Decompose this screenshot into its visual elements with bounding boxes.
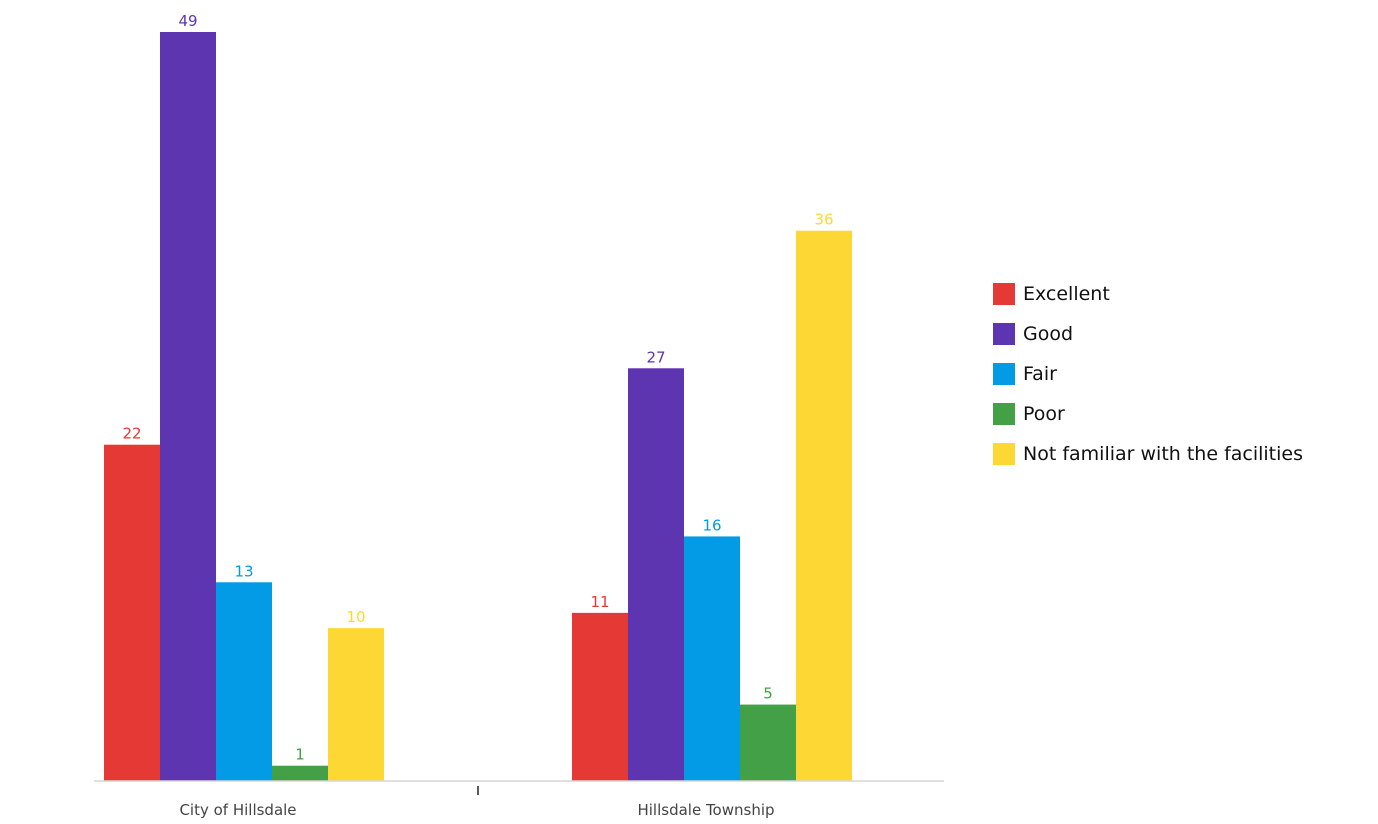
legend-swatch-fair: [993, 363, 1015, 385]
value-label-hillsdale-township-fair: 16: [702, 516, 721, 534]
legend: Excellent Good Fair Poor Not familiar wi…: [993, 274, 1303, 474]
bar-hillsdale-township-poor: [740, 704, 796, 781]
legend-item-poor: Poor: [993, 394, 1303, 434]
legend-swatch-not-familiar: [993, 443, 1015, 465]
bar-hillsdale-township-fair: [684, 536, 740, 781]
legend-swatch-good: [993, 323, 1015, 345]
value-label-hillsdale-township-good: 27: [646, 348, 665, 366]
legend-item-fair: Fair: [993, 354, 1303, 394]
bar-hillsdale-township-excellent: [572, 612, 628, 781]
bar-city-of-hillsdale-excellent: [104, 444, 160, 781]
bar-city-of-hillsdale-fair: [216, 582, 272, 781]
bar-city-of-hillsdale-not-familiar-with-the-facilities: [328, 628, 384, 781]
value-labels-layer: 22 49 13 1 10 11 27 16 5 36: [122, 12, 833, 764]
value-label-hillsdale-township-poor: 5: [763, 685, 773, 703]
value-label-city-of-hillsdale-fair: 13: [234, 562, 253, 580]
bar-hillsdale-township-good: [628, 368, 684, 781]
legend-item-excellent: Excellent: [993, 274, 1303, 314]
legend-label-fair: Fair: [1023, 363, 1057, 385]
legend-item-not-familiar: Not familiar with the facilities: [993, 434, 1303, 474]
x-tick-label-city-of-hillsdale: City of Hillsdale: [179, 801, 296, 819]
legend-label-not-familiar: Not familiar with the facilities: [1023, 443, 1303, 465]
value-label-city-of-hillsdale-good: 49: [178, 12, 197, 30]
legend-label-poor: Poor: [1023, 403, 1065, 425]
value-label-city-of-hillsdale-not-familiar-with-the-facilities: 10: [346, 608, 365, 626]
value-label-city-of-hillsdale-poor: 1: [295, 746, 305, 764]
value-label-hillsdale-township-not-familiar-with-the-facilities: 36: [814, 211, 833, 229]
value-label-city-of-hillsdale-excellent: 22: [122, 425, 141, 443]
bar-hillsdale-township-not-familiar-with-the-facilities: [796, 230, 852, 781]
value-label-hillsdale-township-excellent: 11: [590, 593, 609, 611]
bar-city-of-hillsdale-poor: [272, 765, 328, 781]
bars-layer: [104, 32, 852, 781]
legend-swatch-excellent: [993, 283, 1015, 305]
bar-city-of-hillsdale-good: [160, 32, 216, 781]
legend-item-good: Good: [993, 314, 1303, 354]
legend-label-good: Good: [1023, 323, 1074, 345]
x-tick-label-hillsdale-township: Hillsdale Township: [637, 801, 774, 819]
legend-swatch-poor: [993, 403, 1015, 425]
x-axis-labels: City of Hillsdale Hillsdale Township: [179, 801, 774, 819]
legend-label-excellent: Excellent: [1023, 283, 1110, 305]
